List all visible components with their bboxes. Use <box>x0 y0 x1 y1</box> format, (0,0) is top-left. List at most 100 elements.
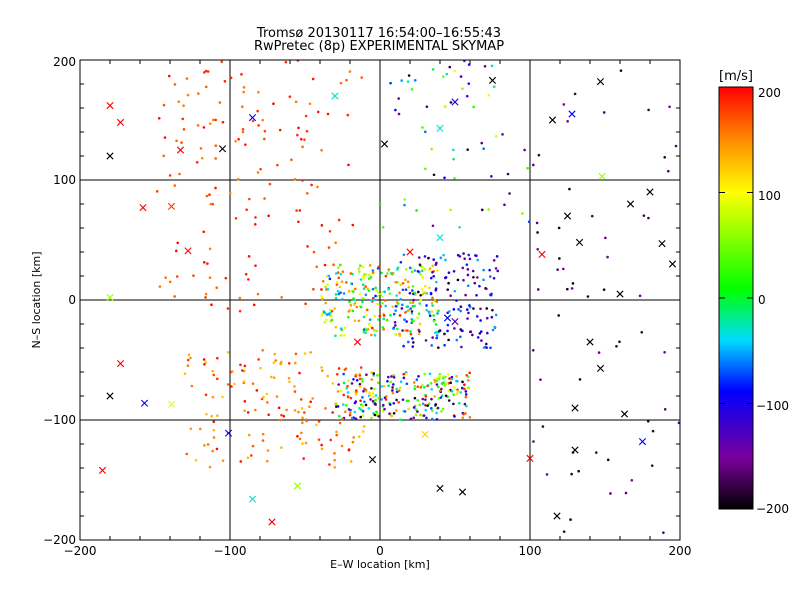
data-point <box>239 460 243 463</box>
data-point <box>175 275 179 278</box>
cross-marker <box>563 212 572 220</box>
data-point <box>394 309 397 312</box>
data-point <box>362 425 366 428</box>
cross-marker <box>116 360 125 368</box>
data-point <box>342 292 346 295</box>
data-point <box>364 293 368 297</box>
data-point <box>427 256 430 260</box>
data-point <box>485 307 489 310</box>
data-point <box>243 364 247 368</box>
data-point <box>237 137 240 141</box>
data-point <box>371 399 375 403</box>
data-point <box>347 163 350 167</box>
data-point <box>218 101 222 104</box>
data-point <box>409 417 413 421</box>
data-point <box>317 420 321 423</box>
data-point <box>379 305 382 308</box>
data-point <box>447 399 451 402</box>
data-point <box>482 346 486 350</box>
data-point <box>377 318 380 321</box>
data-point <box>435 377 439 380</box>
data-point <box>315 265 319 269</box>
data-point <box>404 288 408 291</box>
data-point <box>354 392 358 396</box>
data-point <box>392 383 395 386</box>
data-point <box>373 314 377 318</box>
data-point <box>391 391 395 395</box>
data-point <box>457 308 460 311</box>
data-point <box>361 404 365 408</box>
data-point <box>365 308 369 312</box>
data-point <box>418 403 421 407</box>
cross-marker <box>443 314 452 322</box>
data-point <box>187 353 191 357</box>
data-point <box>359 415 362 419</box>
data-point <box>606 255 609 259</box>
cross-stroke <box>184 247 192 255</box>
data-point <box>431 270 434 274</box>
cross-stroke <box>538 250 546 258</box>
data-point <box>570 472 573 476</box>
data-point <box>339 81 343 85</box>
data-point <box>208 122 212 125</box>
data-point <box>448 65 452 69</box>
data-point <box>221 120 225 124</box>
cross-stroke <box>451 318 459 326</box>
data-point <box>206 262 209 265</box>
cross-stroke <box>436 234 444 242</box>
data-point <box>424 167 427 171</box>
cross-marker <box>98 466 107 474</box>
data-point <box>431 409 434 413</box>
data-point <box>590 214 594 218</box>
data-point <box>345 78 348 82</box>
cross-stroke <box>596 78 605 86</box>
data-point <box>444 394 448 398</box>
data-point <box>181 117 185 121</box>
data-point <box>321 297 324 301</box>
data-point <box>463 402 467 406</box>
data-point <box>466 284 470 288</box>
data-point <box>275 395 279 398</box>
data-point <box>212 428 216 432</box>
data-point <box>398 386 402 390</box>
data-point <box>362 297 365 300</box>
data-point <box>491 328 495 332</box>
data-point <box>234 139 237 143</box>
data-point <box>453 415 456 418</box>
data-point <box>465 263 469 266</box>
data-point <box>326 283 329 286</box>
data-point <box>342 393 346 397</box>
x-tick-label: −200 <box>64 544 97 558</box>
data-point <box>432 258 436 261</box>
data-point <box>535 221 539 225</box>
data-point <box>247 255 251 258</box>
data-point <box>303 138 306 142</box>
data-point <box>361 283 365 287</box>
data-point <box>353 319 357 322</box>
data-point <box>353 303 356 306</box>
data-point <box>361 380 364 383</box>
data-point <box>431 296 434 300</box>
data-point <box>290 158 293 162</box>
data-point <box>395 390 399 394</box>
data-point <box>455 392 459 396</box>
data-point <box>393 320 397 324</box>
data-point <box>157 116 161 120</box>
data-point <box>495 255 499 258</box>
data-point <box>256 292 260 296</box>
data-point <box>376 374 379 377</box>
grid-lines <box>80 60 680 540</box>
data-point <box>360 377 364 381</box>
data-point <box>357 435 361 438</box>
data-point <box>202 358 206 361</box>
data-point <box>352 436 355 439</box>
data-point <box>190 384 194 388</box>
data-point <box>339 263 342 267</box>
data-point <box>296 133 299 137</box>
data-point <box>333 458 336 462</box>
data-point <box>310 183 313 187</box>
data-point <box>267 214 270 218</box>
data-point <box>246 456 250 460</box>
data-point <box>433 378 436 382</box>
data-point <box>446 288 450 291</box>
